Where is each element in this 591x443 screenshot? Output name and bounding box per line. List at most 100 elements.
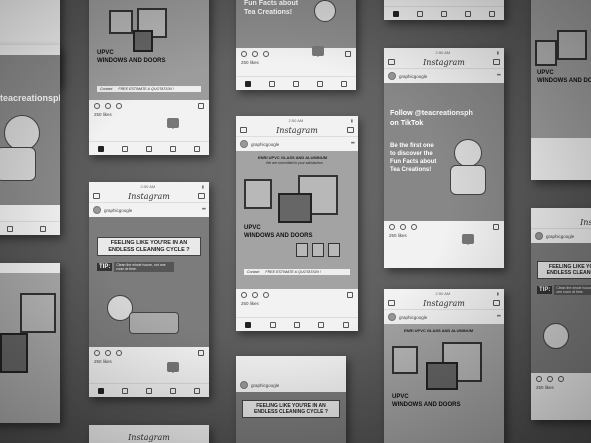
reels-icon[interactable] [146,145,152,152]
search-icon[interactable] [417,10,423,17]
avatar[interactable] [93,206,101,214]
more-options-icon[interactable]: ••• [350,141,355,147]
camera-icon[interactable] [240,127,247,133]
reels-icon[interactable] [293,321,300,328]
direct-message-icon[interactable] [493,59,500,65]
window-illustration [278,193,312,223]
comment-icon[interactable] [252,51,258,57]
app-bar: Instagram [531,216,591,229]
search-icon[interactable] [269,321,276,328]
heart-icon[interactable] [94,350,100,356]
username[interactable]: graphicgoogle [399,73,428,79]
home-icon[interactable] [98,387,104,394]
bottom-nav [89,141,209,155]
heart-icon[interactable] [170,145,176,152]
bookmark-icon[interactable] [345,51,351,57]
share-icon[interactable] [116,103,122,109]
profile-icon[interactable] [194,387,200,394]
reels-icon[interactable] [441,10,447,17]
heart-icon[interactable] [94,103,100,109]
post-header: graphicgoogle ••• [236,137,358,151]
more-options-icon[interactable]: ••• [496,73,501,79]
more-options-icon[interactable]: ••• [201,207,206,213]
home-icon[interactable] [98,145,104,152]
heart-icon[interactable] [241,292,247,298]
profile-icon[interactable] [40,225,47,232]
heart-icon[interactable] [317,80,323,87]
phone-mockup-col4-top [384,0,504,20]
post-header: graphicgoogle ••• [89,203,209,217]
phone-mockup-window-2: 2:50 AM ▮ Instagram graphicgoogle ••• ENRI… [236,116,358,331]
username[interactable]: graphicgoogle [104,207,133,213]
search-icon[interactable] [122,387,128,394]
share-icon[interactable] [116,350,122,356]
post-image: Follow @teacreationsph on TikTok Be the … [384,83,504,221]
username[interactable]: graphicgoogle [251,141,280,147]
profile-icon[interactable] [194,145,200,152]
home-icon[interactable] [393,10,399,17]
comment-icon[interactable] [400,224,406,230]
camera-icon[interactable] [93,193,100,199]
username[interactable]: graphicgoogle [399,314,428,320]
comment-icon[interactable] [105,350,111,356]
direct-message-icon[interactable] [493,300,500,306]
comment-icon[interactable] [252,292,258,298]
username[interactable]: graphicgoogle [251,382,280,388]
username[interactable]: graphicgoogle [546,233,575,239]
window-thumbnail [312,243,324,257]
home-icon[interactable] [245,321,252,328]
comment-icon[interactable] [547,376,553,382]
body-line2: to discover the [390,151,433,157]
heart-icon[interactable] [170,387,176,394]
bookmark-icon[interactable] [198,350,204,356]
phone-mockup-tea-top: Fun Facts about Tea Creations! 250 likes [236,0,356,90]
phone-mockup-cleaning-right: Instagram graphicgoogle FEELING LIKE YOU… [531,208,591,420]
post-image [0,273,60,423]
bookmark-icon[interactable] [493,224,499,230]
phone-mockup-tea-main: 2:50 AM ▮ Instagram graphicgoogle ••• Foll… [384,48,504,268]
avatar[interactable] [388,72,396,80]
window-illustration [392,346,418,374]
home-icon[interactable] [245,80,251,87]
heart-icon[interactable] [241,51,247,57]
heart-icon[interactable] [465,10,471,17]
direct-message-icon[interactable] [198,193,205,199]
post-image: FEELING LIKE YOU'RE IN AN ENDLESS CLEANI… [89,217,209,347]
avatar[interactable] [535,232,543,240]
bookmark-icon[interactable] [198,103,204,109]
search-icon[interactable] [122,145,128,152]
profile-icon[interactable] [489,10,495,17]
bookmark-icon[interactable] [347,292,353,298]
more-options-icon[interactable]: ••• [496,314,501,320]
post-title-line2: WINDOWS AND DOORS [97,58,166,64]
comment-icon[interactable] [105,103,111,109]
notification-bubble [462,234,474,245]
profile-icon[interactable] [341,80,347,87]
avatar[interactable] [240,381,248,389]
share-icon[interactable] [263,292,269,298]
reels-icon[interactable] [293,80,299,87]
share-icon[interactable] [263,51,269,57]
post-header: graphicgoogle ••• [384,310,504,324]
search-icon[interactable] [6,225,13,232]
profile-icon[interactable] [342,321,349,328]
heart-icon[interactable] [318,321,325,328]
camera-icon[interactable] [388,59,395,65]
avatar[interactable] [388,313,396,321]
share-icon[interactable] [411,224,417,230]
mascot-illustration [454,139,482,167]
search-icon[interactable] [269,80,275,87]
avatar[interactable] [240,140,248,148]
bottom-nav [236,317,358,331]
direct-message-icon[interactable] [347,127,354,133]
reels-icon[interactable] [146,387,152,394]
heart-icon[interactable] [536,376,542,382]
heart-icon[interactable] [389,224,395,230]
post-title-line2: WINDOWS AND DOORS [537,78,591,84]
app-logo: Instagram [580,217,591,227]
sofa-illustration [129,312,179,334]
status-time: 2:50 AM [435,49,451,55]
camera-icon[interactable] [388,300,395,306]
window-thumbnail [296,243,308,257]
share-icon[interactable] [558,376,564,382]
